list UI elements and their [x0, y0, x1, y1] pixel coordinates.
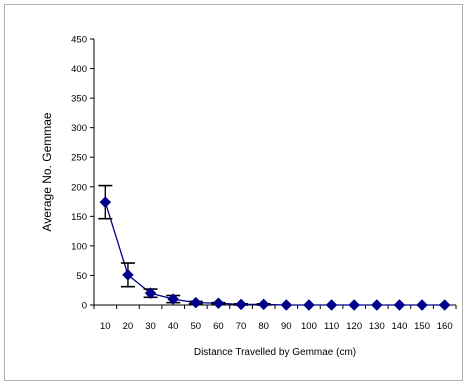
x-tick-label: 50: [191, 321, 202, 332]
y-tick-label: 100: [71, 241, 87, 252]
data-point-marker: [189, 296, 202, 309]
y-tick-label: 200: [71, 182, 87, 193]
x-tick-label: 160: [437, 321, 453, 332]
data-point-marker: [416, 299, 428, 311]
x-tick-label: 40: [168, 321, 179, 332]
y-tick-label: 150: [71, 212, 87, 223]
y-tick-label: 50: [76, 271, 87, 282]
x-tick-label: 120: [346, 321, 362, 332]
y-tick-label: 400: [71, 64, 87, 75]
data-point-marker: [393, 299, 406, 311]
data-point-marker: [144, 287, 157, 300]
chart-svg: 0 50 100 150 200 250 300 350 400 450 10 20 30 40 50 60…: [40, 35, 457, 358]
y-tick-label: 250: [71, 153, 87, 164]
data-point-marker: [348, 299, 361, 311]
data-point-marker: [370, 299, 383, 311]
chart-frame: 0 50 100 150 200 250 300 350 400 450 10 20 30 40 50 60…: [4, 4, 463, 381]
data-point-marker: [257, 298, 270, 311]
x-tick-label: 100: [301, 321, 317, 332]
x-tick-label: 60: [213, 321, 224, 332]
y-axis-ticks: 0 50 100 150 200 250 300 350 400 450: [71, 35, 94, 312]
y-tick-label: 350: [71, 94, 87, 105]
x-tick-label: 150: [414, 321, 430, 332]
y-tick-label: 300: [71, 123, 87, 134]
series-layer: [98, 184, 451, 311]
x-tick-label: 130: [369, 321, 385, 332]
data-point-marker: [303, 299, 315, 311]
data-point-marker: [325, 299, 338, 311]
x-tick-label: 140: [392, 321, 408, 332]
series-line: [104, 201, 445, 306]
data-point-marker: [235, 298, 247, 311]
x-axis-title: Distance Travelled by Gemmae (cm): [194, 347, 356, 358]
y-tick-label: 0: [82, 301, 87, 312]
x-tick-label: 80: [258, 321, 269, 332]
x-tick-label: 70: [236, 321, 247, 332]
y-axis-title: Average No. Gemmae: [40, 112, 54, 231]
data-point-marker: [167, 293, 180, 305]
y-tick-label: 450: [71, 35, 87, 46]
data-point-marker: [280, 299, 293, 311]
x-tick-label: 110: [324, 321, 339, 332]
x-tick-label: 10: [100, 321, 111, 332]
data-point-marker: [122, 268, 134, 281]
x-tick-label: 20: [123, 321, 134, 332]
x-tick-label: 90: [281, 321, 292, 332]
x-tick-label: 30: [145, 321, 156, 332]
x-axis-ticks: 10 20 30 40 50 60 70 80 90 100 110 120 130 140 150 160: [93, 305, 457, 332]
data-point-marker: [212, 297, 225, 310]
data-point-marker: [99, 196, 112, 209]
data-point-marker: [438, 299, 451, 311]
